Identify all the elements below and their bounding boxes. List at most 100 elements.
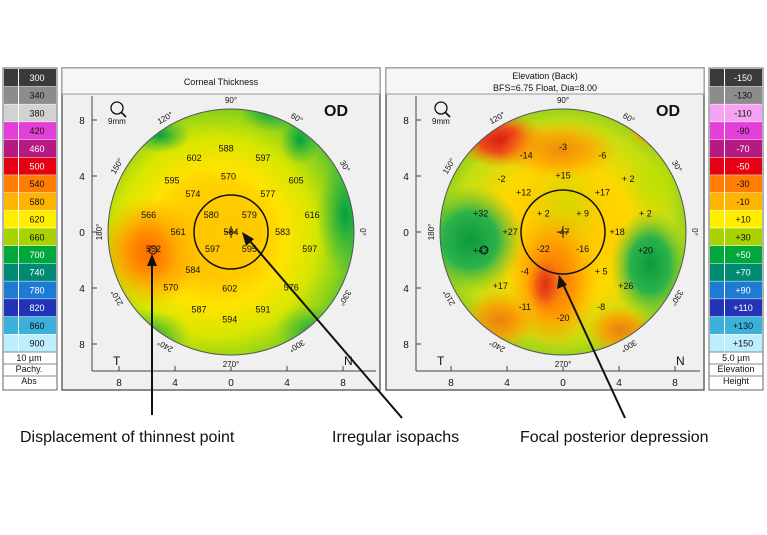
- annotation-arrows: [147, 232, 626, 419]
- legend-swatch: [710, 157, 724, 175]
- y-tick-label: 4: [79, 284, 85, 295]
- legend-swatch: [710, 334, 724, 352]
- zoom-label: 9mm: [432, 117, 450, 126]
- y-tick-label: 8: [403, 116, 409, 127]
- legend-value: +30: [735, 232, 750, 242]
- elevation-color-legend: -150 -130 -110 -90 -70 -50 -30 -10 +10 +30 +50 +70 +…: [710, 69, 762, 352]
- legend-swatch: [4, 69, 18, 87]
- map-value: -47: [556, 227, 569, 237]
- map-value: 577: [260, 189, 275, 199]
- arrow-posterior-depression: [562, 283, 626, 419]
- map-value: 576: [284, 282, 299, 292]
- map-value: -2: [497, 174, 505, 184]
- legend-value: 780: [29, 285, 44, 295]
- legend-value: +50: [735, 250, 750, 260]
- x-tick-label: 0: [228, 378, 234, 389]
- legend-value: -130: [734, 91, 752, 101]
- map-value: 584: [185, 265, 200, 275]
- y-tick-label: 0: [403, 228, 409, 239]
- map-value: 570: [163, 282, 178, 292]
- legend-swatch: [725, 122, 762, 140]
- center-circle: [520, 189, 606, 275]
- map-value: 584: [223, 227, 238, 237]
- map-value: -6: [598, 151, 606, 161]
- legend-swatch: [19, 122, 56, 140]
- y-tick-label: 8: [403, 340, 409, 351]
- legend-swatch: [4, 210, 18, 228]
- map-value: +15: [555, 170, 570, 180]
- degree-label: 180°: [95, 224, 104, 241]
- legend-swatch: [725, 281, 762, 299]
- legend-value: -110: [734, 108, 751, 118]
- legend-value: -70: [736, 144, 749, 154]
- map-value: + 2: [537, 209, 550, 219]
- map-value: + 5: [595, 266, 608, 276]
- legend-swatch: [725, 263, 762, 281]
- legend-value: +10: [735, 215, 750, 225]
- legend-swatch: [4, 192, 18, 211]
- legend-value: +70: [735, 268, 750, 278]
- y-tick-label: 8: [79, 340, 85, 351]
- legend-value: +110: [733, 303, 753, 313]
- degree-label: 270°: [223, 360, 240, 369]
- legend-value: 660: [29, 232, 44, 242]
- legend-value: 420: [29, 126, 44, 136]
- legend-swatch: [4, 316, 18, 334]
- zoom-icon[interactable]: [110, 101, 127, 118]
- map-value: + 2: [622, 174, 635, 184]
- legend-value: 340: [29, 91, 44, 101]
- zoom-icon[interactable]: [434, 101, 451, 118]
- legend-swatch: [725, 246, 762, 264]
- degree-label: 90°: [557, 96, 569, 105]
- map-value: 594: [222, 314, 237, 324]
- legend-swatch: [725, 69, 762, 87]
- map-subtitle: BFS=6.75 Float, Dia=8.00: [493, 83, 597, 93]
- annotation-posterior-depression: Focal posterior depression: [520, 429, 709, 446]
- map-value: 597: [255, 153, 270, 163]
- axis-ticks: 8 4 0 4 8 8 4 0 4 8: [403, 116, 678, 389]
- map-value: + 2: [639, 209, 652, 219]
- legend-swatch: [725, 334, 762, 352]
- legend-swatch: [19, 104, 56, 122]
- map-value: 595: [164, 175, 179, 185]
- legend-value: 900: [29, 339, 44, 349]
- map-title: Elevation (Back): [512, 71, 578, 81]
- legend-value: +90: [735, 285, 750, 295]
- y-tick-label: 4: [403, 284, 409, 295]
- legend-swatch: [725, 139, 762, 157]
- legend-swatch: [725, 157, 762, 175]
- map-value: +20: [638, 245, 653, 255]
- elevation-values: -3 -14 -6 +15 -2 + 2 +12 +17 + 2 + 9 +32 + 2 +27 -47 +…: [473, 142, 653, 323]
- legend-value: 380: [29, 108, 44, 118]
- legend-swatch: [4, 157, 18, 175]
- legend-foot-2: Elevation: [717, 364, 754, 374]
- legend-value: -90: [736, 126, 749, 136]
- map-value: -22: [537, 244, 550, 254]
- legend-swatch: [725, 104, 762, 122]
- y-tick-label: 8: [79, 116, 85, 127]
- x-tick-label: 4: [284, 378, 290, 389]
- map-value: + 9: [576, 209, 589, 219]
- map-value: 552: [146, 244, 161, 254]
- legend-foot-2: Pachy.: [16, 364, 43, 374]
- legend-swatch: [4, 175, 18, 193]
- legend-swatch: [4, 299, 18, 317]
- thickness-values: 588 602 597 570 595 605 574 577 580 579 566 616 561 5…: [141, 143, 320, 324]
- degree-label: 0°: [358, 228, 367, 236]
- legend-swatch: [4, 86, 18, 104]
- legend-value: 300: [29, 73, 44, 83]
- x-tick-label: 8: [672, 378, 678, 389]
- legend-swatch: [19, 246, 56, 264]
- legend-foot-1: 10 µm: [16, 353, 41, 363]
- map-value: 561: [171, 227, 186, 237]
- legend-value: -50: [736, 162, 749, 172]
- legend-swatch: [725, 210, 762, 228]
- legend-value: 540: [29, 179, 44, 189]
- legend-swatch: [710, 86, 724, 104]
- legend-value: 700: [29, 250, 44, 260]
- legend-swatch: [19, 334, 56, 352]
- x-tick-label: 8: [448, 378, 454, 389]
- map-value: 587: [192, 304, 207, 314]
- map-value: 583: [275, 227, 290, 237]
- map-value: 602: [187, 153, 202, 163]
